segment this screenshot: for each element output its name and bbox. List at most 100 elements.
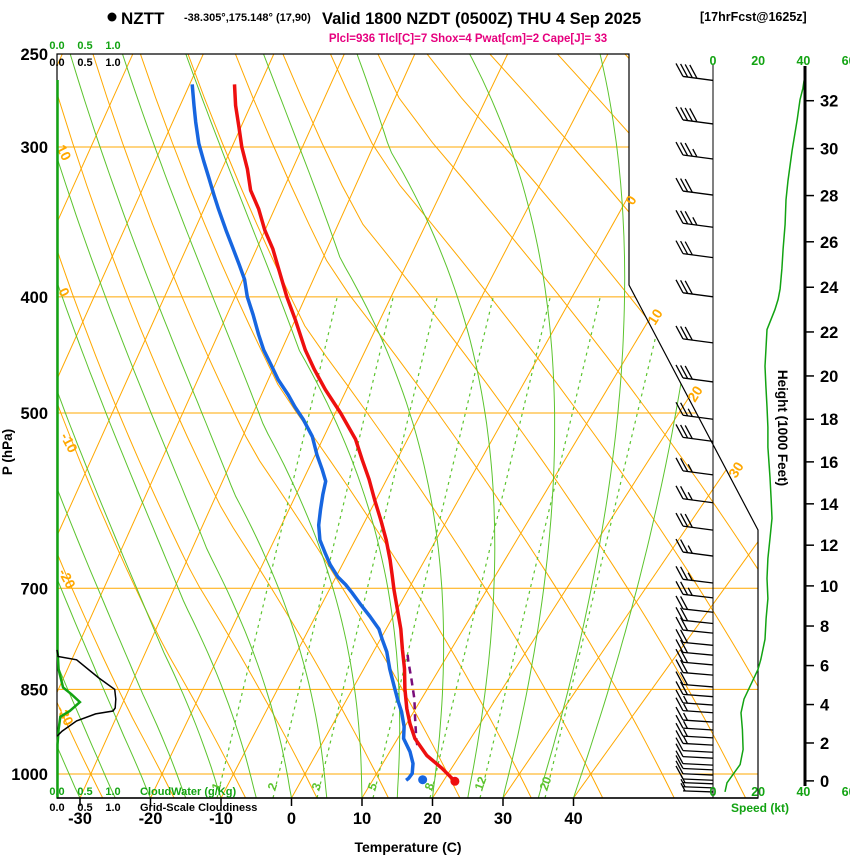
wind-barb-shaft (682, 551, 714, 557)
wind-barb-half-tick (683, 695, 689, 704)
dry-adiabat-line (137, 54, 532, 798)
wind-barb-tick (675, 616, 684, 631)
dewpoint-curve (190, 84, 415, 782)
wind-barb-tick (680, 424, 689, 439)
wind-barb-tick (680, 649, 689, 664)
wind-barb-half-tick (683, 728, 689, 737)
cloud-scale-bottom-green: 0.0 (49, 786, 64, 798)
wind-barb-shaft (682, 593, 714, 599)
cloud-scale-bottom-green: 0.5 (77, 786, 92, 798)
dry-adiabat-line (57, 54, 175, 798)
wind-barb-tick (680, 539, 689, 553)
wind-barb-shaft (682, 338, 714, 344)
wind-barb-tick (675, 566, 684, 580)
mixing-ratio-label: 8 (422, 781, 438, 792)
pressure-tick-label: 500 (20, 405, 48, 423)
wind-barb-tick (680, 629, 689, 644)
wind-barb-half-tick (680, 774, 686, 783)
wind-barb (675, 616, 714, 634)
wind-barb (675, 697, 714, 714)
wind-speed-curve (724, 80, 805, 793)
stability-indices: Plcl=936 Tlcl[C]=7 Shox=4 Pwat[cm]=2 Cap… (329, 33, 607, 45)
cloud-scale-top-black: 0.0 (49, 57, 64, 69)
wind-barb-shaft (682, 436, 714, 443)
wind-barb-shaft (682, 75, 714, 82)
wind-barb-shaft (682, 651, 714, 656)
height-tick-label: 16 (820, 454, 838, 472)
wind-barb-shaft (682, 755, 714, 759)
moist-adiabat-line (57, 54, 292, 798)
wind-barb (675, 141, 714, 160)
wind-barb-tick (675, 63, 684, 77)
wind-barb-tick (680, 458, 689, 472)
mixing-ratio-label: 20 (537, 774, 555, 792)
pressure-tick-label: 400 (20, 289, 48, 307)
isotherm-line (57, 54, 275, 798)
isotherm-label: 0 (622, 192, 640, 207)
moist-adiabat-line (466, 54, 556, 798)
mixing-ratio-line (372, 294, 495, 798)
wind-barb-tick (680, 596, 689, 610)
wind-barb (675, 689, 714, 706)
isotherm-label: 30 (725, 459, 747, 481)
cloudwater-scale-label: CloudWater (g/Kg) (140, 786, 236, 798)
mixing-ratio-line (479, 294, 602, 798)
wind-barb-shaft (682, 778, 714, 781)
wind-barb-shaft (682, 629, 714, 634)
wind-barb (675, 63, 714, 82)
wind-barb-tick (675, 401, 684, 416)
height-tick-label: 8 (820, 618, 829, 636)
wind-barb (675, 722, 714, 739)
wind-barb-tick (675, 697, 684, 711)
height-tick-label: 10 (820, 578, 838, 596)
wind-barb-tick (675, 177, 684, 192)
wind-barb-shaft (682, 414, 714, 420)
wind-barb-shaft (682, 619, 714, 625)
wind-barb-tick (680, 107, 689, 121)
wind-barb (675, 706, 714, 723)
wind-barb-half-tick (680, 778, 686, 788)
cloud-scale-bottom-black: 0.0 (49, 802, 64, 814)
wind-barb-shaft (682, 735, 714, 739)
temperature-tick-label: 40 (564, 810, 582, 828)
wind-barb-tick (675, 639, 684, 653)
wind-barb-tick (675, 595, 684, 610)
wind-barb (675, 681, 714, 698)
wind-barb-shaft (682, 781, 714, 785)
wind-barb (675, 760, 714, 776)
axis-title-temperature: Temperature (C) (354, 839, 461, 855)
height-tick-label: 14 (820, 496, 839, 514)
pressure-tick-label: 1000 (11, 766, 48, 784)
mixing-ratio-label: 3 (309, 781, 325, 792)
isotherm-label: 20 (684, 383, 706, 405)
wind-speed-panel (724, 66, 807, 793)
skewt-green-grid (0, 49, 707, 799)
wind-barb-shaft (682, 641, 714, 646)
isotherm-line (220, 54, 609, 798)
wind-barb (675, 325, 714, 344)
sounding-profiles (190, 84, 460, 786)
dry-adiabat-line (90, 54, 461, 798)
pressure-tick-label: 700 (20, 580, 48, 598)
wind-barb-tick (675, 706, 684, 721)
moist-adiabat-line (0, 49, 10, 799)
wind-barb (675, 538, 714, 557)
wind-barb (680, 774, 714, 785)
wind-barb-tick (675, 424, 684, 438)
wind-barb (675, 106, 714, 125)
wind-barb-half-tick (687, 572, 693, 581)
speed-tick-label-bottom: 40 (796, 785, 810, 799)
wind-barb-half-tick (683, 720, 689, 729)
wind-barb-shaft (682, 498, 714, 504)
temperature-tick-label: 30 (494, 810, 512, 828)
moist-adiabat-line (57, 54, 116, 798)
dry-adiabat-line (57, 54, 247, 798)
wind-barb (675, 457, 714, 476)
wind-barb-shaft (682, 773, 714, 776)
temperature-tick-label: -20 (139, 810, 163, 828)
surface-temp-dot (450, 776, 460, 786)
wind-barb (675, 714, 714, 731)
wind-barb-tick (684, 107, 693, 122)
